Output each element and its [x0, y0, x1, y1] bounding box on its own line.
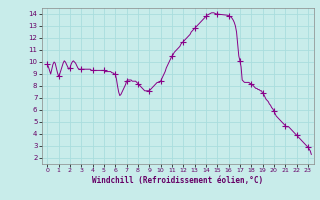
X-axis label: Windchill (Refroidissement éolien,°C): Windchill (Refroidissement éolien,°C) [92, 176, 263, 185]
